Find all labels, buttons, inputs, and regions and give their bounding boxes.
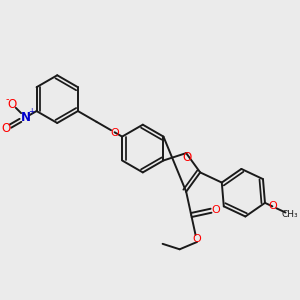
- Text: CH₃: CH₃: [282, 210, 298, 219]
- Text: +: +: [28, 107, 34, 116]
- Text: N: N: [20, 111, 31, 124]
- Text: O: O: [1, 122, 10, 135]
- Text: O: O: [192, 234, 201, 244]
- Text: O: O: [182, 151, 191, 164]
- Text: O: O: [268, 201, 277, 211]
- Text: O: O: [212, 205, 220, 214]
- Text: -: -: [5, 94, 9, 104]
- Text: O: O: [111, 128, 119, 137]
- Text: O: O: [8, 98, 17, 111]
